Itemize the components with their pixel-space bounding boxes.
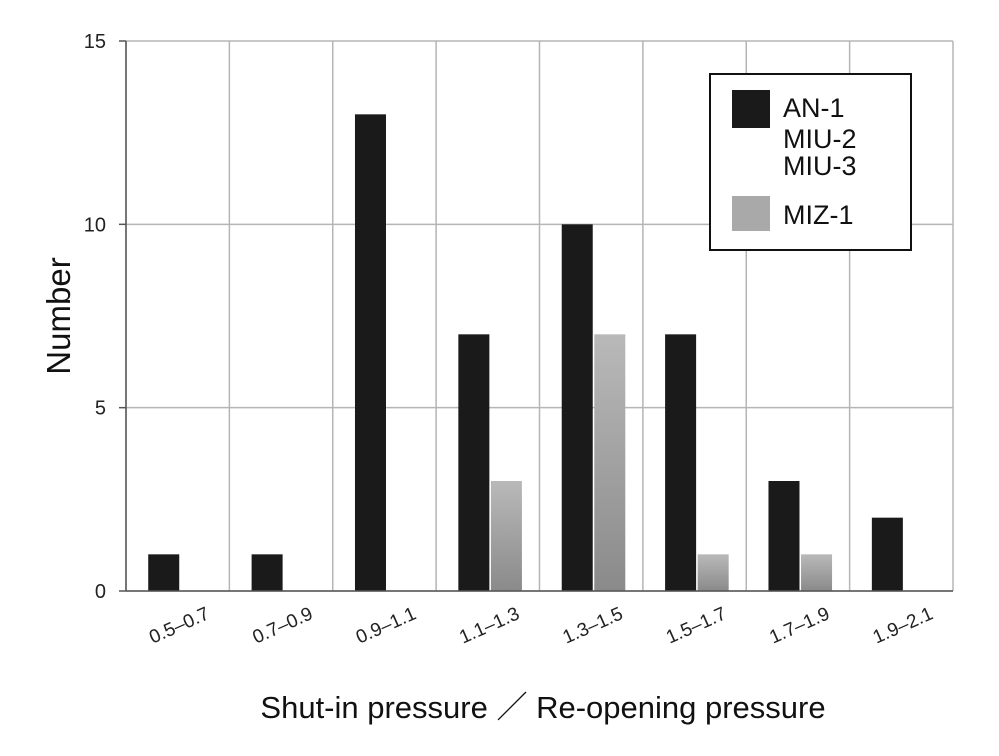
y-tick-label-15: 15 <box>84 31 106 53</box>
bar-an-1-3 <box>458 334 490 591</box>
legend: AN-1 MIU-2 MIU-3 MIZ-1 <box>709 73 912 251</box>
x-tick-label-0: 0.5–0.7 <box>146 603 212 648</box>
legend-swatch-an1-miu <box>732 90 770 128</box>
bar-an-1-2 <box>354 114 386 591</box>
legend-label-miu2: MIU-2 <box>783 124 857 154</box>
bar-miz-1-5 <box>697 554 729 591</box>
bar-an-1-1 <box>251 554 283 591</box>
legend-label-miu3: MIU-3 <box>783 151 857 181</box>
bar-an-1-0 <box>148 554 180 591</box>
axes <box>119 40 953 592</box>
x-axis-title: Shut-in pressure ／ Re-opening pressure <box>260 690 825 725</box>
x-tick-labels: 0.5–0.7 0.7–0.9 0.9–1.1 1.1–1.3 1.3–1.5 1.5–1… <box>146 603 936 648</box>
x-tick-label-6: 1.7–1.9 <box>766 603 832 648</box>
y-tick-label-5: 5 <box>95 398 106 420</box>
y-tick-labels: 0 5 10 15 <box>84 31 106 603</box>
bar-miz-1-4 <box>594 334 626 591</box>
bar-miz-1-3 <box>490 481 522 591</box>
y-tick-label-10: 10 <box>84 214 106 236</box>
legend-label-an1: AN-1 <box>783 93 845 123</box>
bar-miz-1-6 <box>801 554 833 591</box>
legend-label-miz1: MIZ-1 <box>783 200 854 230</box>
legend-swatch-miz1 <box>732 196 770 231</box>
y-axis-title: Number <box>40 257 77 374</box>
x-tick-label-4: 1.3–1.5 <box>560 603 626 648</box>
x-tick-label-7: 1.9–2.1 <box>870 603 936 648</box>
bar-an-1-4 <box>561 224 593 592</box>
bars-group <box>148 114 903 592</box>
x-tick-label-5: 1.5–1.7 <box>663 603 729 648</box>
bar-an-1-6 <box>768 481 800 591</box>
x-tick-label-2: 0.9–1.1 <box>353 603 419 648</box>
x-tick-label-1: 0.7–0.9 <box>250 603 316 648</box>
bar-an-1-5 <box>665 334 697 591</box>
bar-an-1-7 <box>871 517 903 591</box>
x-tick-label-3: 1.1–1.3 <box>456 603 522 648</box>
y-tick-label-0: 0 <box>95 581 106 603</box>
